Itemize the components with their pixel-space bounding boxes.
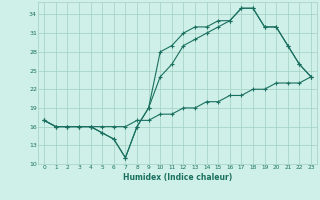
X-axis label: Humidex (Indice chaleur): Humidex (Indice chaleur) bbox=[123, 173, 232, 182]
